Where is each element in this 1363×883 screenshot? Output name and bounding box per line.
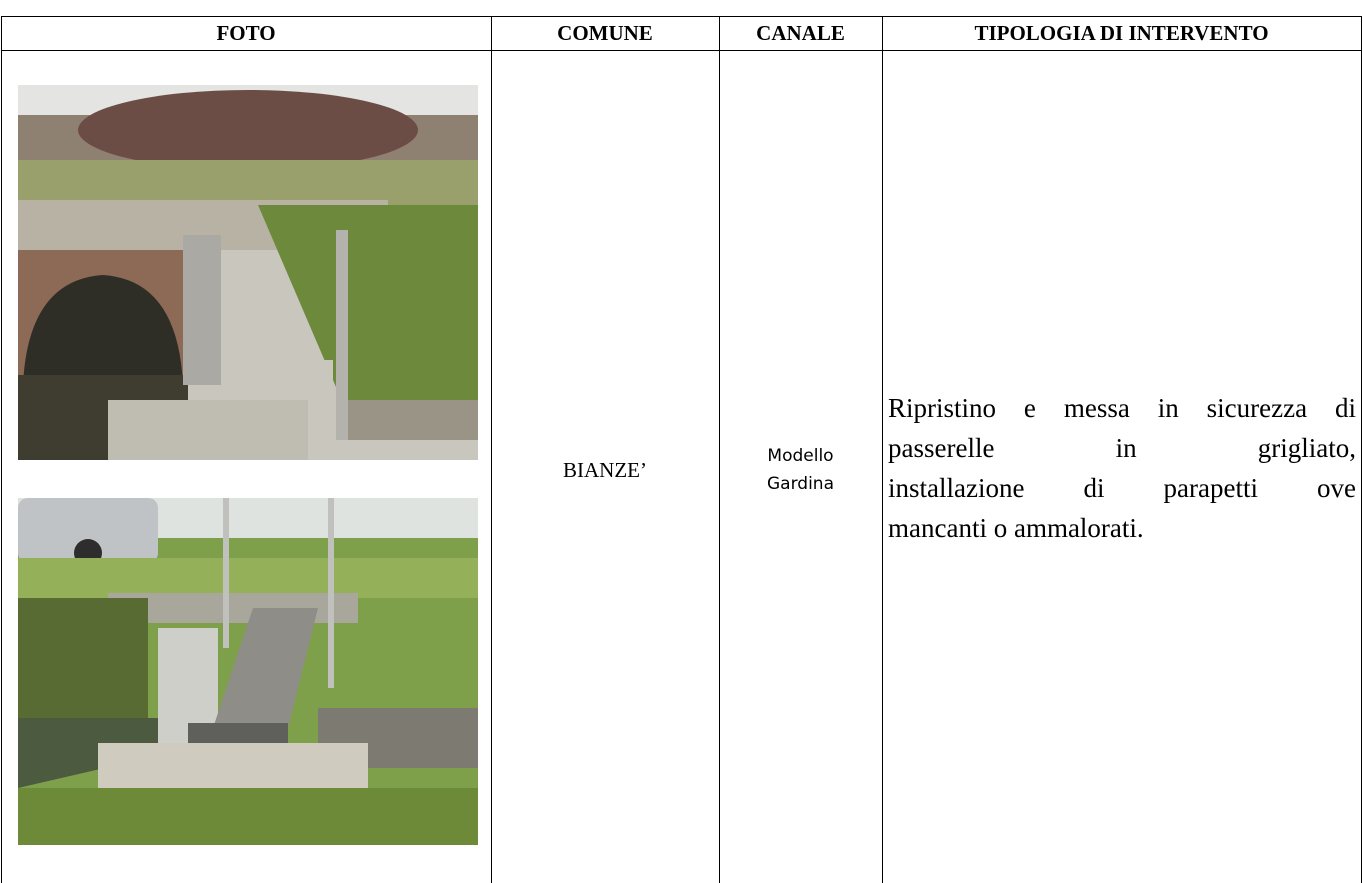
comune-cell: BIANZE’ (563, 458, 647, 482)
tipologia-line: installazione di parapetti ove (888, 473, 1356, 503)
tipologia-cell: Ripristino e messa in sicurezza di passer… (888, 388, 1356, 548)
table-border (491, 16, 492, 883)
column-header: CANALE (756, 21, 845, 45)
column-header: FOTO (216, 21, 276, 45)
table-border (1, 16, 1362, 17)
canale-line: Modello (767, 446, 834, 466)
table-border (719, 16, 720, 883)
canale-cell: Modello Gardina (719, 442, 882, 498)
table-border (1361, 16, 1362, 883)
photo (18, 498, 478, 845)
table-border (1, 16, 2, 883)
table-border (1, 50, 1362, 51)
table-border (882, 16, 883, 883)
photo (18, 85, 478, 460)
tipologia-line: mancanti o ammalorati. (888, 513, 1144, 543)
tipologia-line: passerelle in grigliato, (888, 433, 1356, 463)
column-header: COMUNE (557, 21, 653, 45)
tipologia-line: Ripristino e messa in sicurezza di (888, 393, 1356, 423)
canale-line: Gardina (767, 474, 834, 494)
column-header: TIPOLOGIA DI INTERVENTO (974, 21, 1269, 45)
